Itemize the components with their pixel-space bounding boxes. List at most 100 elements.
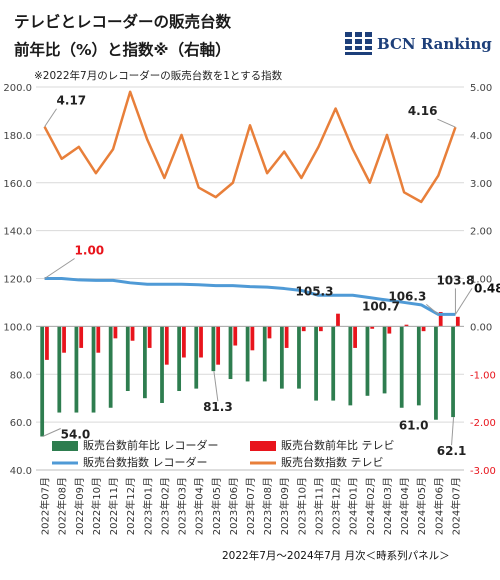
x-tick-label: 2022年09月 [73, 477, 86, 535]
bar-recorder-yoy [211, 326, 216, 372]
legend-label: 販売台数前年比 テレビ [281, 438, 395, 452]
chart-title-line1: テレビとレコーダーの販売台数 [14, 13, 232, 31]
x-tick-label: 2022年10月 [90, 477, 103, 535]
bar-tv-yoy [370, 326, 375, 329]
bar-recorder-yoy [331, 326, 336, 401]
x-tick-label: 2023年06月 [227, 477, 240, 535]
y-left-tick-label: 140.0 [3, 227, 32, 238]
legend-swatch [52, 441, 78, 451]
x-tick-label: 2022年12月 [124, 477, 137, 535]
x-tick-label: 2024年07月 [449, 477, 462, 535]
annotation-label: 61.0 [399, 419, 429, 433]
annotation-label: 4.17 [57, 94, 87, 108]
bar-recorder-yoy [177, 326, 182, 392]
annotation-leader-line [44, 258, 75, 279]
bar-recorder-yoy [365, 326, 370, 396]
y-left-tick-label: 40.0 [10, 466, 32, 477]
bar-tv-yoy [233, 326, 238, 346]
bar-recorder-yoy [348, 326, 353, 406]
footer-caption: 2022年7月～2024年7月 月次＜時系列パネル＞ [222, 550, 450, 562]
x-tick-label: 2022年08月 [56, 477, 69, 535]
x-tick-label: 2024年02月 [364, 477, 377, 535]
x-tick-label: 2024年05月 [415, 477, 428, 535]
bar-recorder-yoy [125, 326, 130, 392]
chart-title-line2: 前年比（%）と指数※（右軸） [14, 41, 231, 59]
annotation-leader-line [455, 288, 473, 315]
annotation-label: 54.0 [61, 427, 91, 441]
bar-tv-yoy [147, 326, 152, 348]
bar-tv-yoy [387, 326, 392, 334]
annotation-leader-line [437, 118, 456, 128]
y-right-tick-label: -3.00 [470, 466, 496, 477]
bar-recorder-yoy [399, 326, 404, 408]
annotation-label: 103.8 [436, 273, 474, 287]
x-tick-label: 2023年05月 [210, 477, 223, 535]
x-tick-label: 2024年04月 [398, 477, 411, 535]
bar-tv-yoy [421, 326, 426, 332]
annotation-label: 4.16 [408, 104, 438, 118]
annotation-label: 62.1 [437, 444, 467, 458]
y-right-tick-label: 4.00 [470, 131, 492, 142]
y-right-tick-label: -2.00 [470, 418, 496, 429]
bar-recorder-yoy [143, 326, 147, 399]
bar-recorder-yoy [40, 326, 45, 437]
bar-tv-yoy [130, 326, 135, 341]
bar-recorder-yoy [108, 326, 113, 408]
x-tick-label: 2023年03月 [176, 477, 189, 535]
bar-tv-yoy [318, 326, 323, 332]
x-tick-label: 2023年09月 [278, 477, 291, 535]
bar-recorder-yoy [297, 326, 301, 389]
bar-recorder-yoy [314, 326, 318, 401]
recorder-index-line [44, 277, 456, 316]
x-tick-label: 2023年04月 [193, 477, 206, 535]
y-right-tick-label: -1.00 [470, 370, 496, 381]
bar-tv-yoy [62, 326, 66, 353]
legend-label: 販売台数前年比 レコーダー [83, 438, 219, 452]
y-right-tick-label: 1.00 [470, 275, 492, 286]
x-tick-label: 2023年12月 [330, 477, 343, 535]
annotation-label: 81.3 [203, 400, 233, 414]
x-tick-label: 2023年02月 [158, 477, 171, 535]
x-tick-label: 2023年10月 [295, 477, 308, 535]
y-right-tick-label: 3.00 [470, 179, 492, 190]
bar-tv-yoy [438, 312, 443, 327]
bar-recorder-yoy [416, 326, 421, 406]
bar-tv-yoy [182, 326, 186, 358]
bar-recorder-yoy [91, 326, 96, 413]
bar-tv-yoy [216, 326, 221, 365]
bar-tv-yoy [250, 326, 255, 351]
legend-swatch [250, 441, 276, 451]
y-right-tick-label: 2.00 [470, 227, 492, 238]
x-tick-label: 2022年11月 [107, 477, 120, 535]
y-left-tick-label: 60.0 [10, 418, 32, 429]
annotation-label: 100.7 [362, 300, 400, 314]
index-note: ※2022年7月のレコーダーの販売台数を1とする指数 [34, 70, 283, 82]
bcn-ranking-logo: BCN Ranking [344, 32, 494, 56]
y-left-tick-label: 200.0 [3, 83, 32, 94]
bar-tv-yoy [336, 313, 340, 327]
bar-recorder-yoy [434, 326, 438, 420]
bar-recorder-yoy [382, 326, 387, 394]
bar-recorder-yoy [57, 326, 62, 413]
x-tick-label: 2024年03月 [381, 477, 394, 535]
annotation-label: 105.3 [296, 285, 334, 299]
bcn-logo-mark-icon [345, 32, 372, 55]
y-left-tick-label: 120.0 [3, 275, 32, 286]
bar-tv-yoy [267, 326, 272, 339]
y-left-tick-label: 180.0 [3, 131, 32, 142]
x-tick-label: 2023年07月 [244, 477, 257, 535]
bar-recorder-yoy [262, 326, 267, 382]
bar-recorder-yoy [228, 326, 233, 380]
legend-label: 販売台数指数 レコーダー [83, 455, 208, 469]
bar-recorder-yoy [194, 326, 199, 389]
y-left-tick-label: 100.0 [3, 322, 32, 333]
x-tick-label: 2023年01月 [141, 477, 154, 535]
bar-recorder-yoy [451, 326, 455, 418]
y-right-tick-label: 5.00 [470, 83, 492, 94]
bar-tv-yoy [301, 326, 306, 332]
annotation-label: 1.00 [75, 244, 105, 258]
bar-tv-yoy [96, 326, 101, 353]
annotation-leader-line [44, 108, 57, 128]
